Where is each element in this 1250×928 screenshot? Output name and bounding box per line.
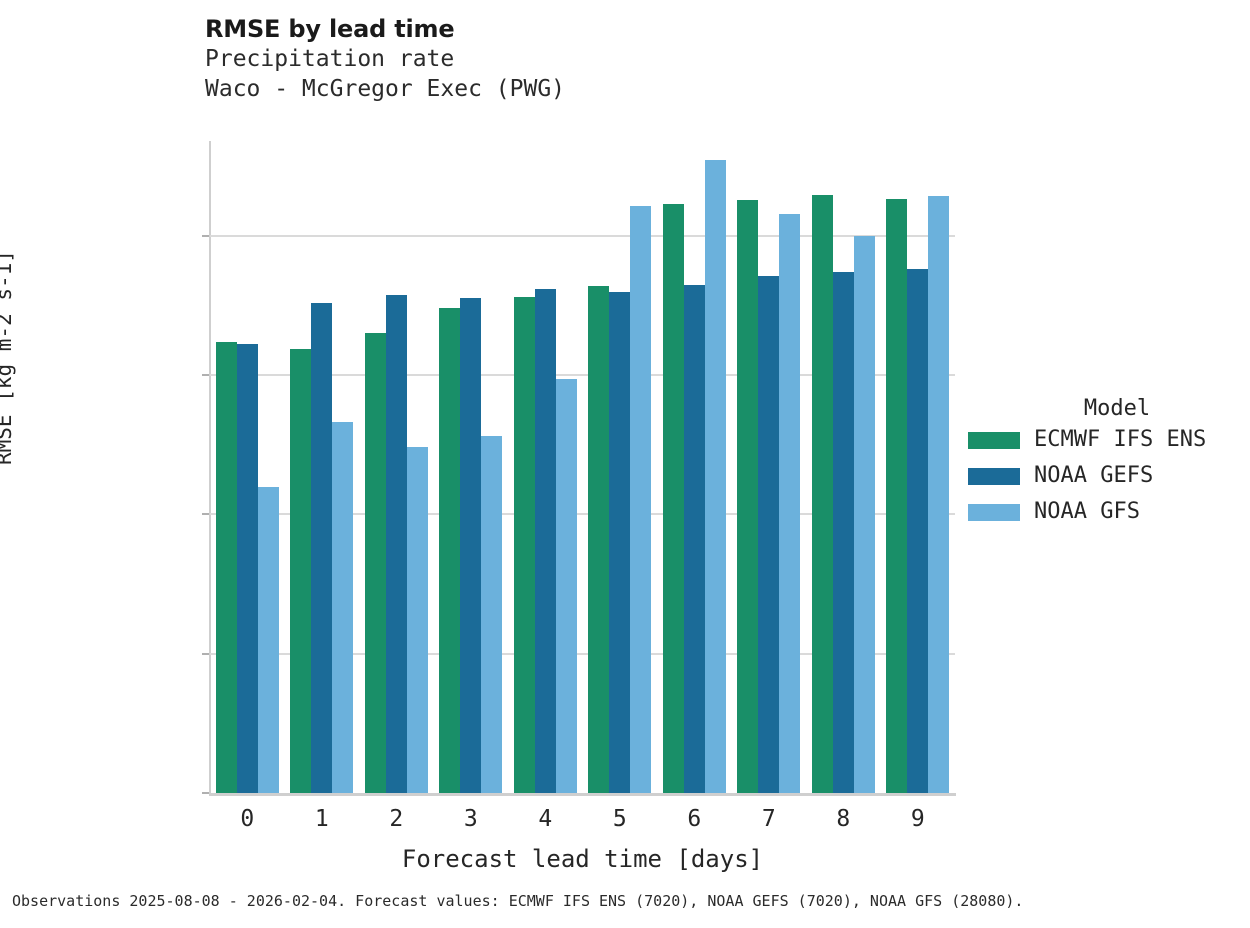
legend-item-1[interactable]: NOAA GEFS <box>968 458 1250 494</box>
bar[interactable] <box>311 303 333 793</box>
bar[interactable] <box>513 296 535 793</box>
x-axis-tick-label: 9 <box>910 806 925 832</box>
x-axis-tick-label: 5 <box>612 806 627 832</box>
bar[interactable] <box>460 298 482 793</box>
legend-item-2[interactable]: NOAA GFS <box>968 494 1250 530</box>
gridline <box>210 374 955 377</box>
bar[interactable] <box>662 204 684 793</box>
bar[interactable] <box>853 235 875 793</box>
bar[interactable] <box>215 341 237 793</box>
bar[interactable] <box>588 286 610 793</box>
legend: Model ECMWF IFS ENS NOAA GEFS NOAA GFS <box>968 396 1250 530</box>
bar[interactable] <box>609 292 631 793</box>
bar[interactable] <box>439 307 461 793</box>
gridline <box>210 652 955 655</box>
chart-location-subtitle: Waco - McGregor Exec (PWG) <box>205 76 566 102</box>
x-axis-title: Forecast lead time [days] <box>401 845 764 873</box>
x-axis-tick-label: 8 <box>836 806 851 832</box>
bar[interactable] <box>481 436 503 793</box>
page-title: RMSE by lead time <box>205 15 455 43</box>
bar[interactable] <box>364 333 386 793</box>
legend-item-0[interactable]: ECMWF IFS ENS <box>968 422 1250 458</box>
bar[interactable] <box>704 159 726 793</box>
legend-swatch-icon <box>968 431 1020 449</box>
bar[interactable] <box>236 344 258 793</box>
bar[interactable] <box>907 269 929 793</box>
footer-note: Observations 2025-08-08 - 2026-02-04. Fo… <box>12 892 1024 910</box>
bar[interactable] <box>779 214 801 793</box>
y-axis-tick <box>202 374 209 377</box>
legend-rows: ECMWF IFS ENS NOAA GEFS NOAA GFS <box>968 422 1250 530</box>
legend-item-label: NOAA GFS <box>1034 499 1140 524</box>
y-axis-line <box>209 141 211 794</box>
x-axis-tick-label: 6 <box>687 806 702 832</box>
legend-swatch-icon <box>968 503 1020 521</box>
bar[interactable] <box>928 196 950 793</box>
x-axis-tick-label: 4 <box>538 806 553 832</box>
x-axis-tick-label: 1 <box>314 806 329 832</box>
y-axis-tick <box>202 234 209 237</box>
bar[interactable] <box>385 294 407 793</box>
x-axis-line <box>209 793 956 796</box>
bar[interactable] <box>406 446 428 793</box>
plot-area <box>202 141 955 794</box>
y-axis-tick <box>202 792 209 794</box>
bar[interactable] <box>886 198 908 793</box>
bar[interactable] <box>737 200 759 793</box>
legend-item-label: NOAA GEFS <box>1034 463 1154 488</box>
x-axis-tick-label: 2 <box>389 806 404 832</box>
gridline <box>210 513 955 516</box>
legend-title: Model <box>1083 396 1151 421</box>
legend-item-label: ECMWF IFS ENS <box>1034 427 1207 452</box>
legend-swatch-icon <box>968 467 1020 485</box>
bar[interactable] <box>758 275 780 793</box>
bar[interactable] <box>332 422 354 793</box>
title-block: RMSE by lead time Precipitation rate Wac… <box>205 14 905 104</box>
gridline <box>210 234 955 237</box>
bar[interactable] <box>534 289 556 793</box>
bar[interactable] <box>811 194 833 793</box>
x-axis-tick-label: 0 <box>240 806 255 832</box>
bar[interactable] <box>683 284 705 793</box>
y-axis-tick <box>202 652 209 655</box>
y-axis-title: RMSE [kg m-2 s-1] <box>0 250 16 465</box>
bar[interactable] <box>290 348 312 793</box>
bar[interactable] <box>630 206 652 793</box>
bar[interactable] <box>257 487 279 793</box>
bar[interactable] <box>555 378 577 793</box>
chart-subtitle: Precipitation rate <box>205 46 455 72</box>
x-axis-tick-label: 7 <box>761 806 776 832</box>
x-axis-tick-labels: 0 1 2 3 4 5 6 7 8 9 <box>210 806 955 836</box>
bar[interactable] <box>832 271 854 793</box>
x-axis-tick-label: 3 <box>463 806 478 832</box>
y-axis-tick <box>202 513 209 516</box>
